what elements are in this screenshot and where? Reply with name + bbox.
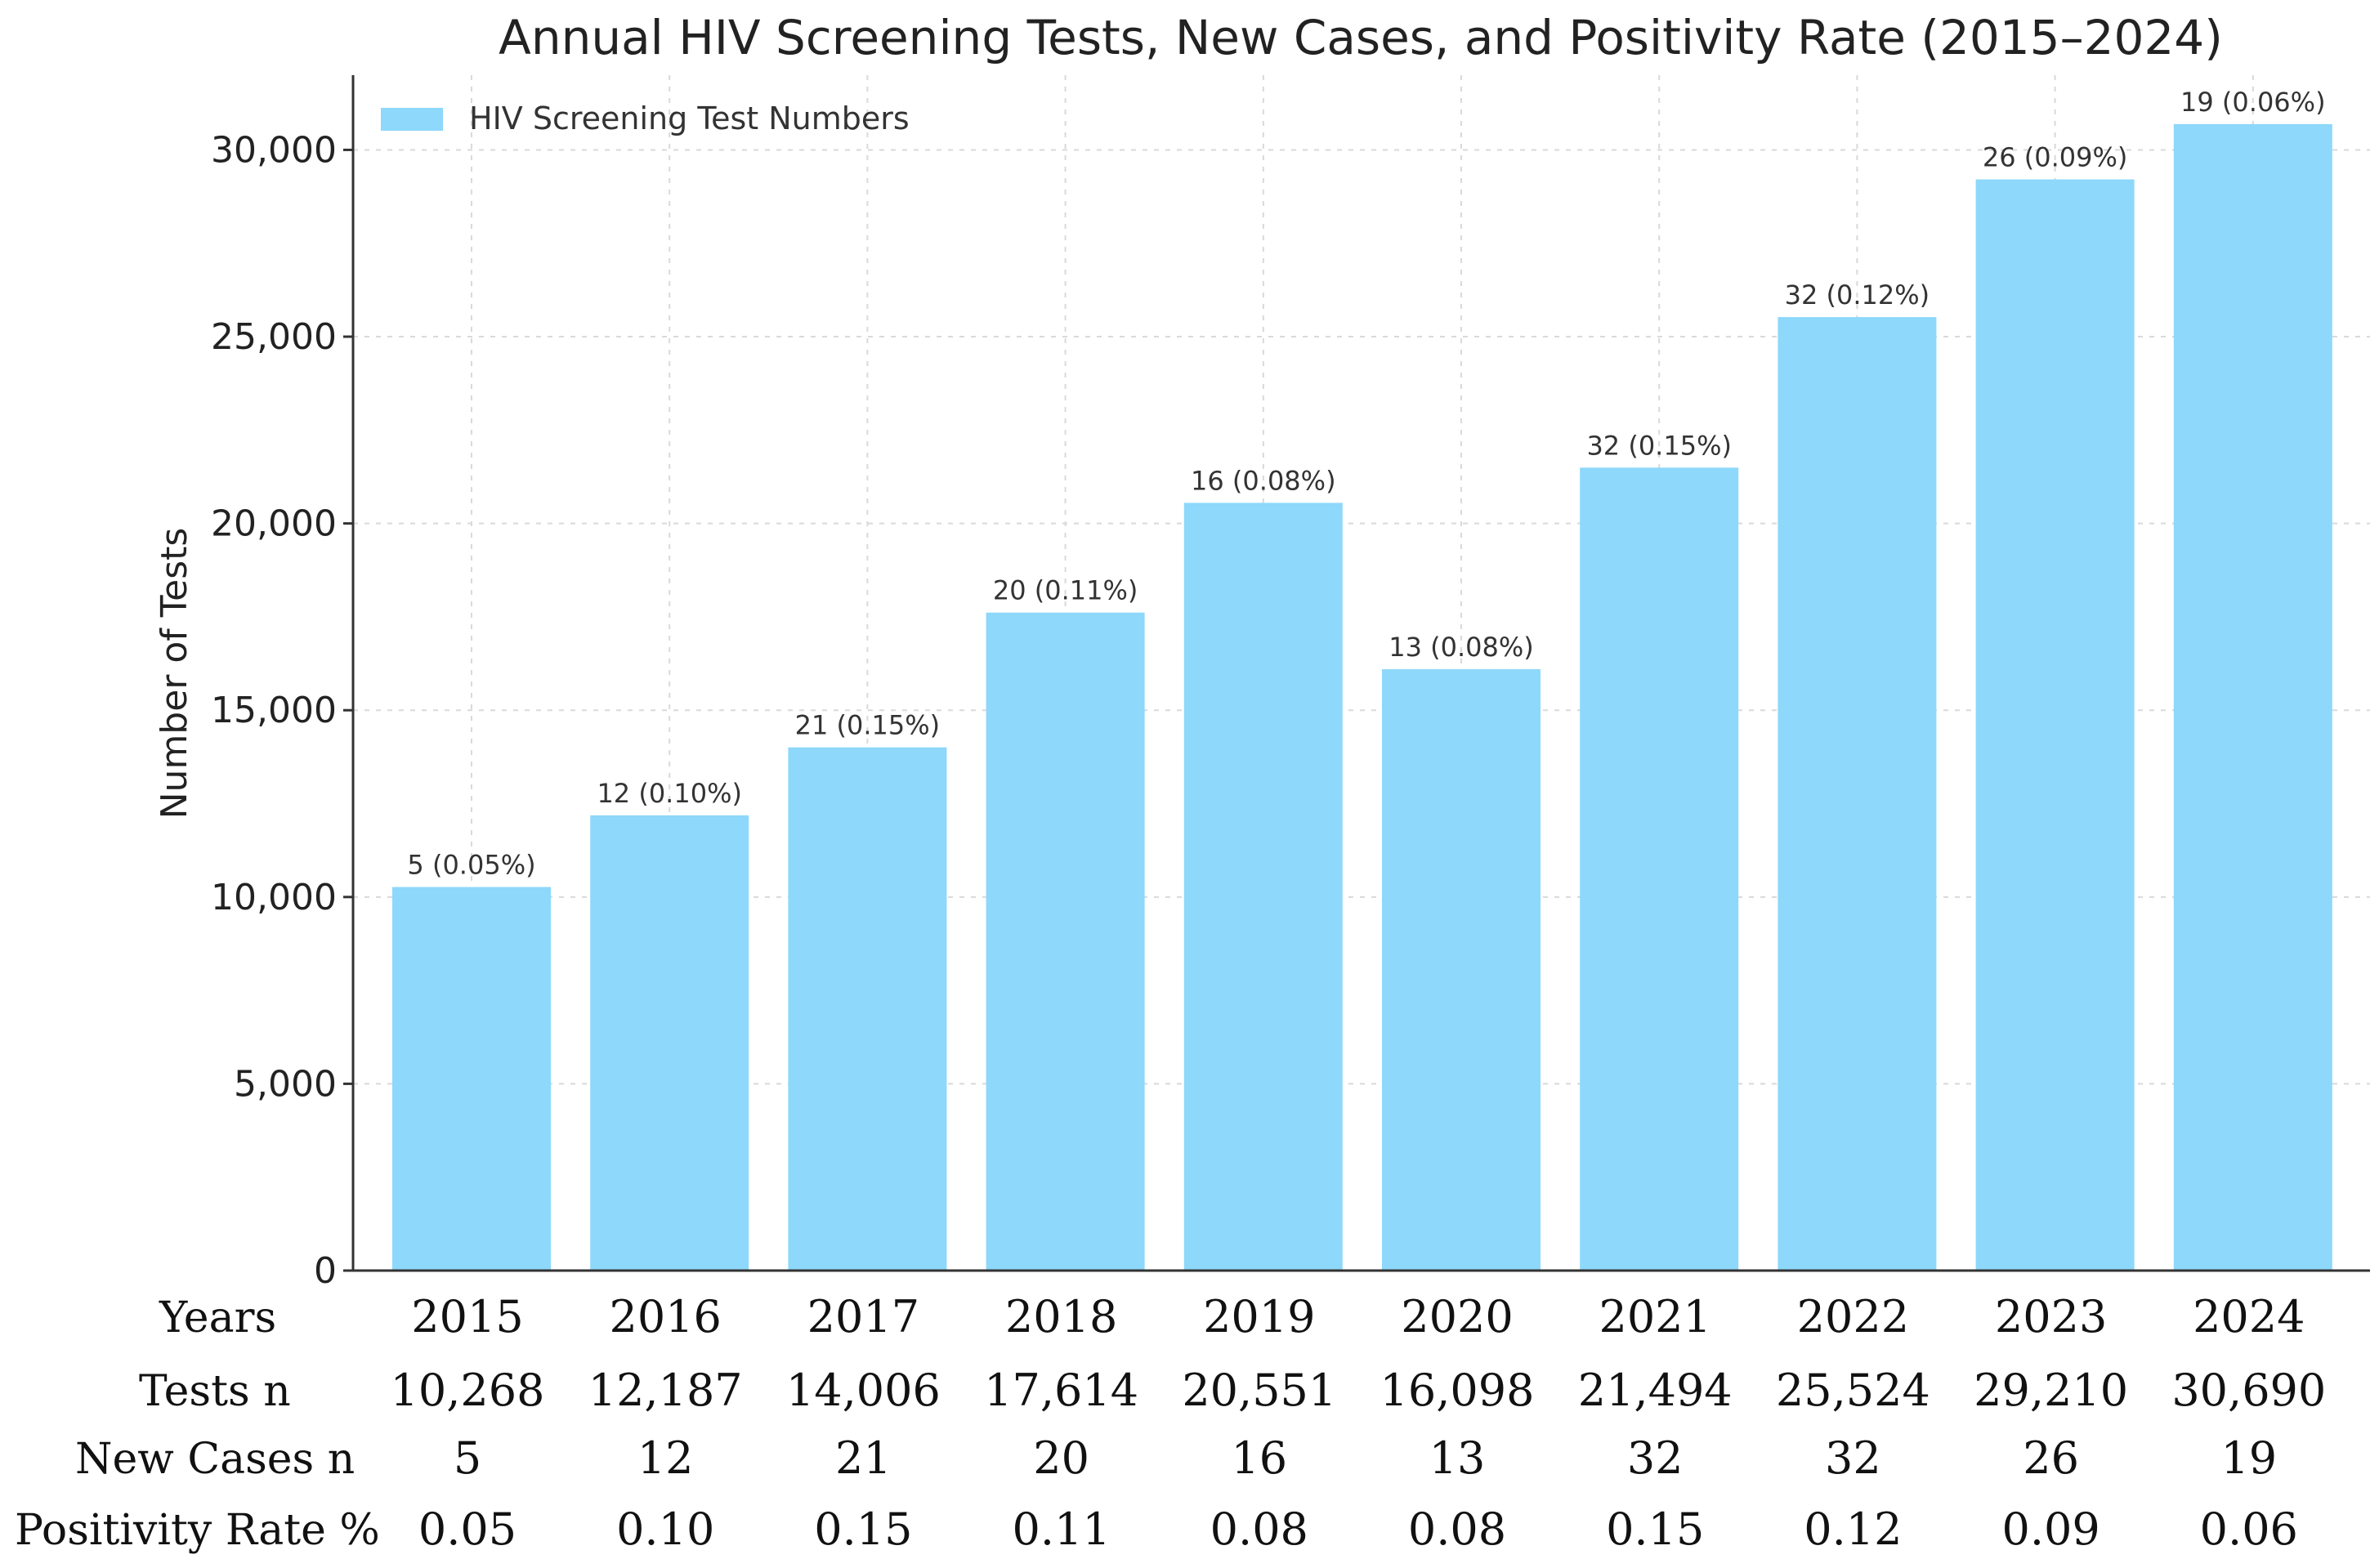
bar-2021 [1580,467,1739,1271]
table-row-header: Tests n [139,1367,291,1416]
table-cell: 0.08 [1408,1503,1506,1555]
table-cell: 0.08 [1210,1503,1308,1555]
table-cell: 2016 [609,1291,721,1342]
bar-data-label: 12 (0.10%) [597,778,742,809]
table-cell: 5 [454,1432,481,1484]
table-cell: 10,268 [391,1365,545,1416]
table-row-header: Years [159,1293,276,1342]
y-tick-label: 5,000 [234,1063,337,1105]
table-cell: 2024 [2193,1291,2305,1342]
table-cell: 29,210 [1974,1365,2128,1416]
table-row-header: New Cases n [75,1435,355,1484]
table-cell: 0.06 [2200,1503,2298,1555]
bar-data-labels: 5 (0.05%) 12 (0.10%) 21 (0.15%) 20 (0.11%) 1… [407,87,2325,881]
y-tick-label: 15,000 [211,690,337,731]
y-tick-labels: 0 5,000 10,000 15,000 20,000 25,000 30,000 [211,129,353,1292]
y-tick-label: 25,000 [211,316,337,358]
bar-data-label: 21 (0.15%) [795,710,941,741]
table-cell: 20,551 [1182,1365,1336,1416]
bar-2017 [788,747,947,1271]
table-cell: 2019 [1203,1291,1315,1342]
y-tick-label: 0 [314,1250,337,1292]
bars [392,123,2332,1271]
table-cell: 25,524 [1776,1365,1930,1416]
table-cell: 26 [2023,1432,2079,1484]
table-cell: 20 [1033,1432,1089,1484]
table-cell: 12,187 [588,1365,743,1416]
bar-data-label: 26 (0.09%) [1983,142,2128,173]
table-cell: 12 [637,1432,694,1484]
bar-data-label: 20 (0.11%) [993,575,1138,606]
table-cell: 32 [1825,1432,1881,1484]
table-cell: 2022 [1797,1291,1909,1342]
data-table: Years 2015 2016 2017 2018 2019 2020 2021 2022 202… [15,1291,2326,1555]
legend-label: HIV Screening Test Numbers [469,101,910,136]
bar-2024 [2173,123,2332,1271]
bar-data-label: 16 (0.08%) [1191,465,1336,496]
table-cell: 0.12 [1804,1503,1902,1555]
bar-2023 [1975,179,2135,1271]
table-row-header: Positivity Rate % [15,1506,380,1555]
table-cell: 0.15 [814,1503,912,1555]
bar-data-label: 32 (0.12%) [1785,279,1930,310]
y-tick-label: 30,000 [211,129,337,171]
table-cell: 0.05 [418,1503,516,1555]
table-cell: 21,494 [1578,1365,1733,1416]
table-cell: 2021 [1599,1291,1710,1342]
bar-data-label: 5 (0.05%) [407,850,535,881]
y-tick-label: 10,000 [211,877,337,918]
table-cell: 0.09 [2001,1503,2100,1555]
bar-2020 [1382,669,1541,1271]
y-axis-label: Number of Tests [154,528,195,820]
table-cell: 16 [1231,1432,1287,1484]
bar-data-label: 13 (0.08%) [1388,632,1534,663]
table-cell: 0.10 [616,1503,714,1555]
table-cell: 0.15 [1606,1503,1704,1555]
bar-data-label: 32 (0.15%) [1586,430,1732,461]
chart-title: Annual HIV Screening Tests, New Cases, a… [499,10,2223,65]
table-cell: 16,098 [1380,1365,1535,1416]
table-cell: 17,614 [984,1365,1138,1416]
table-cell: 14,006 [786,1365,941,1416]
bar-2015 [392,887,551,1271]
axes [351,75,2370,1272]
bar-data-label: 19 (0.06%) [2180,87,2326,118]
bar-2022 [1778,317,1937,1271]
table-cell: 2015 [411,1291,523,1342]
bar-2016 [590,815,749,1271]
table-cell: 2017 [807,1291,919,1342]
table-cell: 2020 [1401,1291,1513,1342]
bar-2019 [1183,503,1343,1271]
y-tick-label: 20,000 [211,503,337,545]
table-cell: 19 [2220,1432,2277,1484]
legend: HIV Screening Test Numbers [381,101,910,136]
table-cell: 32 [1627,1432,1684,1484]
table-cell: 2023 [1995,1291,2107,1342]
legend-swatch [381,108,443,131]
table-cell: 13 [1429,1432,1486,1484]
table-cell: 30,690 [2171,1365,2326,1416]
table-cell: 0.11 [1012,1503,1110,1555]
table-cell: 2018 [1005,1291,1117,1342]
bar-2018 [986,612,1145,1271]
table-cell: 21 [835,1432,892,1484]
